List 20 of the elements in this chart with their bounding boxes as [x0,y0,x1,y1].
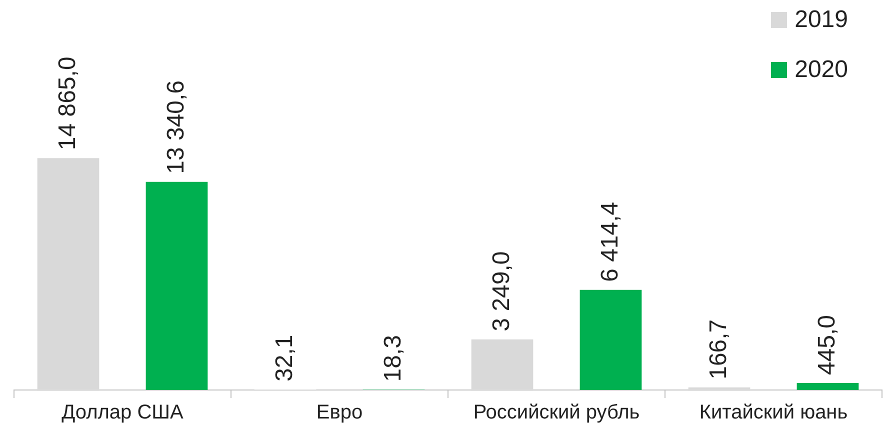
x-tick-label: Доллар США [62,402,184,424]
bar [580,290,642,390]
x-tick-label: Китайский юань [699,402,848,424]
x-tick-label: Евро [316,402,363,424]
bar [37,158,100,390]
data-label: 166,7 [704,319,732,380]
bar [471,339,534,390]
data-label: 32,1 [270,334,298,382]
data-label: 3 249,0 [488,251,515,332]
data-label: 13 340,6 [162,80,190,174]
bar [146,182,208,390]
data-label: 18,3 [379,334,406,382]
bar [796,383,859,390]
data-label: 6 414,4 [596,202,624,282]
data-label: 445,0 [813,314,840,376]
legend-label: 2020 [794,56,848,84]
legend-label: 2019 [794,6,848,34]
data-label: 14 865,0 [54,56,81,150]
x-tick-label: Российский рубль [473,402,640,424]
bar [688,387,750,390]
